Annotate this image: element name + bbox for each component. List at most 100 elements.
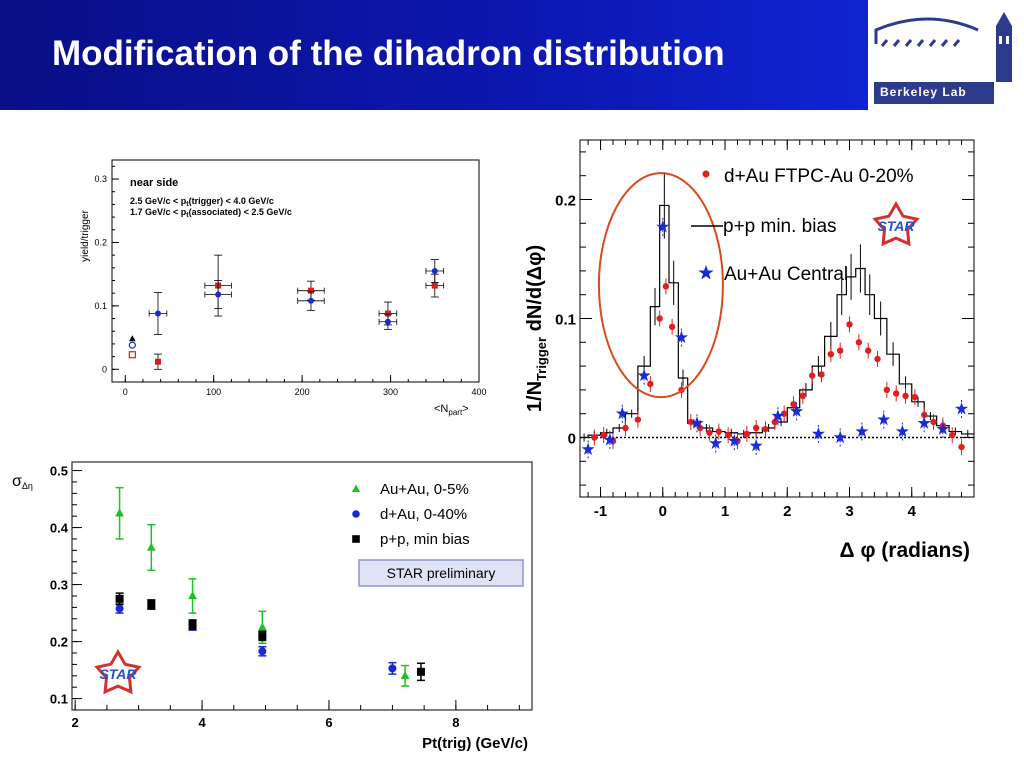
plot-frame bbox=[579, 139, 975, 498]
star-logo: STAR bbox=[872, 201, 920, 247]
legend-marker bbox=[702, 170, 710, 178]
data-point bbox=[154, 358, 161, 365]
data-point bbox=[634, 416, 642, 423]
x-axis-label-end: > bbox=[462, 403, 468, 415]
legend-label: p+p, min bias bbox=[380, 531, 470, 548]
data-point bbox=[771, 409, 785, 422]
legend-marker bbox=[352, 535, 360, 543]
series-auau bbox=[581, 217, 969, 459]
data-point bbox=[128, 351, 136, 359]
annotation-trigger-a: 2.5 GeV/c < p bbox=[130, 196, 187, 206]
y-tick-label: 0.4 bbox=[50, 521, 69, 536]
logo-text: Berkeley Lab bbox=[880, 85, 967, 99]
title-bar: Modification of the dihadron distributio… bbox=[0, 0, 868, 110]
series-dau bbox=[591, 278, 965, 456]
x-tick-label: -1 bbox=[594, 503, 607, 520]
series-2 bbox=[115, 592, 425, 682]
annotation-trigger-sub: t bbox=[186, 201, 189, 208]
data-point bbox=[771, 418, 779, 426]
y-tick-label: 0.1 bbox=[555, 312, 576, 329]
y-tick-label: 0.3 bbox=[94, 174, 107, 184]
data-point bbox=[431, 268, 438, 274]
legend-marker bbox=[351, 484, 361, 493]
data-point bbox=[780, 410, 788, 417]
x-tick-label: 4 bbox=[198, 715, 206, 730]
x-tick-label: 0 bbox=[659, 503, 667, 520]
y-tick-label: 0.3 bbox=[50, 578, 68, 593]
dphi-distribution-panel: -1 0 1 2 3 4 0 0.1 0.2 Δ φ (radians) 1/NTrigger dN… bbox=[524, 139, 975, 562]
near-side-yield-panel: 0 100 200 300 400 0 0.1 0.2 0.3 yield/trigger <Npa… bbox=[80, 159, 487, 417]
y-axis-label: σΔη bbox=[12, 473, 33, 491]
data-point bbox=[895, 424, 909, 438]
slide-title: Modification of the dihadron distributio… bbox=[52, 34, 725, 73]
series-4 bbox=[128, 351, 136, 359]
x-tick-label: 300 bbox=[383, 387, 398, 397]
data-point bbox=[811, 427, 825, 440]
berkeley-lab-logo: Berkeley Lab bbox=[868, 0, 1024, 110]
data-point bbox=[855, 339, 863, 346]
data-point bbox=[416, 667, 425, 676]
data-point bbox=[258, 647, 267, 656]
x-tick-label: 2 bbox=[783, 503, 791, 520]
data-point bbox=[388, 664, 397, 673]
y-axis-label-end: dN/d(Δφ) bbox=[524, 245, 546, 337]
x-tick-label: 4 bbox=[908, 503, 917, 520]
star-preliminary-label: STAR preliminary bbox=[387, 565, 496, 581]
x-axis-label: <Npart> bbox=[434, 403, 469, 417]
y-tick-label: 0.2 bbox=[555, 193, 576, 210]
berkeley-lab-logo-drawing bbox=[874, 12, 1012, 82]
data-point bbox=[917, 416, 931, 429]
data-point bbox=[384, 310, 391, 317]
width-vs-pt-panel: 2 4 6 8 0.1 0.2 0.3 0.4 0.5 Pt(trig) (GeV/c) σΔη Au… bbox=[12, 461, 533, 752]
data-point bbox=[129, 335, 136, 342]
star-logo-outline bbox=[872, 201, 920, 247]
data-point bbox=[188, 620, 197, 629]
annotation-assoc-b: (associated) < 2.5 GeV/c bbox=[189, 207, 292, 217]
x-tick-label: 1 bbox=[721, 503, 729, 520]
y-axis-label: 1/NTrigger dN/d(Δφ) bbox=[524, 245, 549, 412]
data-point bbox=[864, 347, 872, 354]
data-point bbox=[902, 392, 909, 400]
y-tick-label: 0 bbox=[102, 364, 107, 374]
data-point bbox=[188, 591, 197, 600]
data-point bbox=[307, 287, 314, 294]
y-axis-label-main: σ bbox=[12, 473, 22, 490]
data-point bbox=[930, 418, 937, 426]
data-point bbox=[892, 390, 900, 397]
data-point bbox=[724, 431, 732, 439]
campanile-tower-icon bbox=[996, 12, 1012, 82]
data-point bbox=[958, 443, 965, 451]
series-1 bbox=[148, 259, 445, 335]
x-axis-label-main: <N bbox=[434, 403, 448, 415]
star-logo-text: STAR bbox=[99, 666, 137, 682]
data-point bbox=[146, 542, 156, 551]
legend-marker bbox=[352, 510, 360, 518]
star-logo-text: STAR bbox=[877, 218, 915, 234]
annotation-trigger-b: (trigger) < 4.0 GeV/c bbox=[189, 196, 274, 206]
series-0 bbox=[115, 486, 410, 687]
annotation-associated-range: 1.7 GeV/c < pt(associated) < 2.5 GeV/c bbox=[130, 207, 292, 219]
x-tick-label: 100 bbox=[206, 387, 221, 397]
logo-banner bbox=[874, 82, 994, 104]
annotation-near-side: near side bbox=[130, 177, 178, 189]
data-point bbox=[836, 347, 844, 354]
data-point bbox=[715, 428, 723, 435]
data-point bbox=[706, 429, 713, 436]
data-point bbox=[622, 424, 629, 432]
y-axis-label: yield/trigger bbox=[80, 209, 91, 261]
data-point bbox=[656, 315, 663, 322]
x-tick-label: 400 bbox=[471, 387, 486, 397]
x-tick-label: 0 bbox=[123, 387, 128, 397]
legend-label: Au+Au Central bbox=[724, 264, 848, 285]
legend-label: d+Au FTPC-Au 0-20% bbox=[724, 166, 914, 187]
x-tick-label: 200 bbox=[295, 387, 310, 397]
data-point bbox=[743, 430, 751, 438]
data-point bbox=[877, 412, 891, 426]
data-point bbox=[674, 330, 688, 344]
data-point bbox=[637, 368, 651, 382]
data-point bbox=[128, 341, 136, 349]
data-point bbox=[827, 351, 835, 358]
data-point bbox=[936, 422, 950, 435]
data-point bbox=[955, 402, 969, 415]
data-point bbox=[581, 442, 595, 455]
